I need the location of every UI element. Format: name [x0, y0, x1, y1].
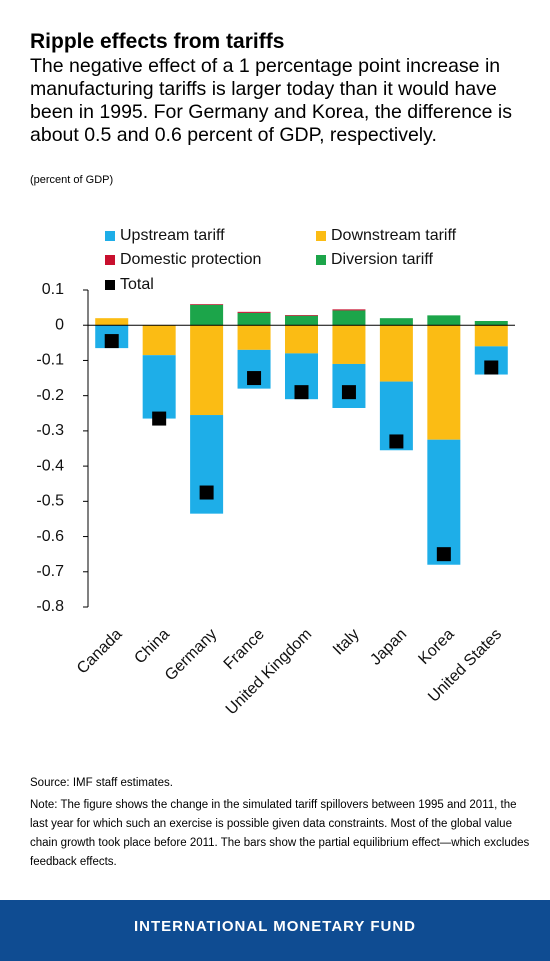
total-marker	[247, 371, 262, 386]
total-marker	[436, 547, 451, 562]
footer-text: INTERNATIONAL MONETARY FUND	[134, 918, 416, 935]
total-marker	[341, 385, 356, 400]
legend-label: Diversion tariff	[331, 251, 434, 268]
x-tick-label: France	[221, 626, 268, 673]
bar-segment	[237, 311, 271, 313]
bar-segment	[285, 315, 318, 326]
bar-segment	[379, 325, 413, 382]
y-tick-label: -0.7	[36, 563, 64, 580]
legend-swatch	[105, 231, 115, 241]
source: Source: IMF staff estimates.	[30, 777, 173, 789]
x-tick-label: Japan	[367, 626, 410, 669]
x-tick-label: China	[131, 626, 173, 668]
total-marker	[152, 411, 167, 426]
chart-title: Ripple effects from tariffs	[30, 30, 285, 53]
legend-swatch	[316, 231, 326, 241]
legend-swatch	[316, 255, 326, 265]
legend-swatch	[105, 280, 115, 290]
y-tick-label: -0.1	[36, 352, 64, 369]
total-marker	[104, 334, 119, 349]
bar-segment	[332, 309, 366, 311]
bar-segment	[427, 325, 461, 440]
x-tick-label: Korea	[415, 626, 457, 668]
bar-segment	[332, 325, 366, 364]
total-marker	[389, 434, 404, 449]
bar-segment	[190, 304, 224, 326]
total-marker	[484, 360, 499, 375]
legend-label: Upstream tariff	[120, 227, 225, 244]
bar-segment	[95, 318, 129, 326]
bar-segment	[427, 315, 461, 326]
unit-label: (percent of GDP)	[30, 174, 114, 186]
bar-segment	[285, 315, 318, 316]
bar-segment	[474, 325, 508, 347]
bar-segment	[142, 355, 176, 419]
x-tick-label: Germany	[162, 626, 221, 685]
total-marker	[294, 385, 309, 400]
x-tick-label: Italy	[330, 626, 363, 659]
y-tick-label: 0	[55, 316, 64, 333]
y-tick-label: -0.2	[36, 387, 64, 404]
bar-segment	[190, 325, 224, 416]
legend-label: Domestic protection	[120, 251, 261, 268]
total-marker	[199, 485, 214, 500]
bar-segment	[142, 325, 176, 356]
y-tick-label: 0.1	[42, 281, 64, 298]
y-tick-label: -0.3	[36, 422, 64, 439]
note: Note: The figure shows the change in the…	[30, 799, 530, 868]
footer-band	[0, 900, 550, 961]
bar-segment	[190, 304, 224, 305]
bar-segment	[237, 312, 271, 326]
legend-label: Total	[120, 276, 154, 293]
x-tick-label: United Kingdom	[223, 626, 316, 719]
bar-segment	[474, 320, 508, 326]
bar-segment	[379, 318, 413, 326]
bar-segment	[237, 325, 271, 350]
bar-segment	[285, 325, 318, 354]
chart-subtitle: The negative effect of a 1 percentage po…	[30, 55, 513, 146]
y-tick-label: -0.4	[36, 457, 64, 474]
bar-segment	[332, 310, 366, 326]
y-tick-label: -0.6	[36, 528, 64, 545]
x-tick-label: Canada	[74, 626, 126, 678]
legend-label: Downstream tariff	[331, 227, 457, 244]
y-tick-label: -0.5	[36, 493, 64, 510]
bar-segment	[427, 439, 461, 565]
y-tick-label: -0.8	[36, 598, 64, 615]
legend-swatch	[105, 255, 115, 265]
